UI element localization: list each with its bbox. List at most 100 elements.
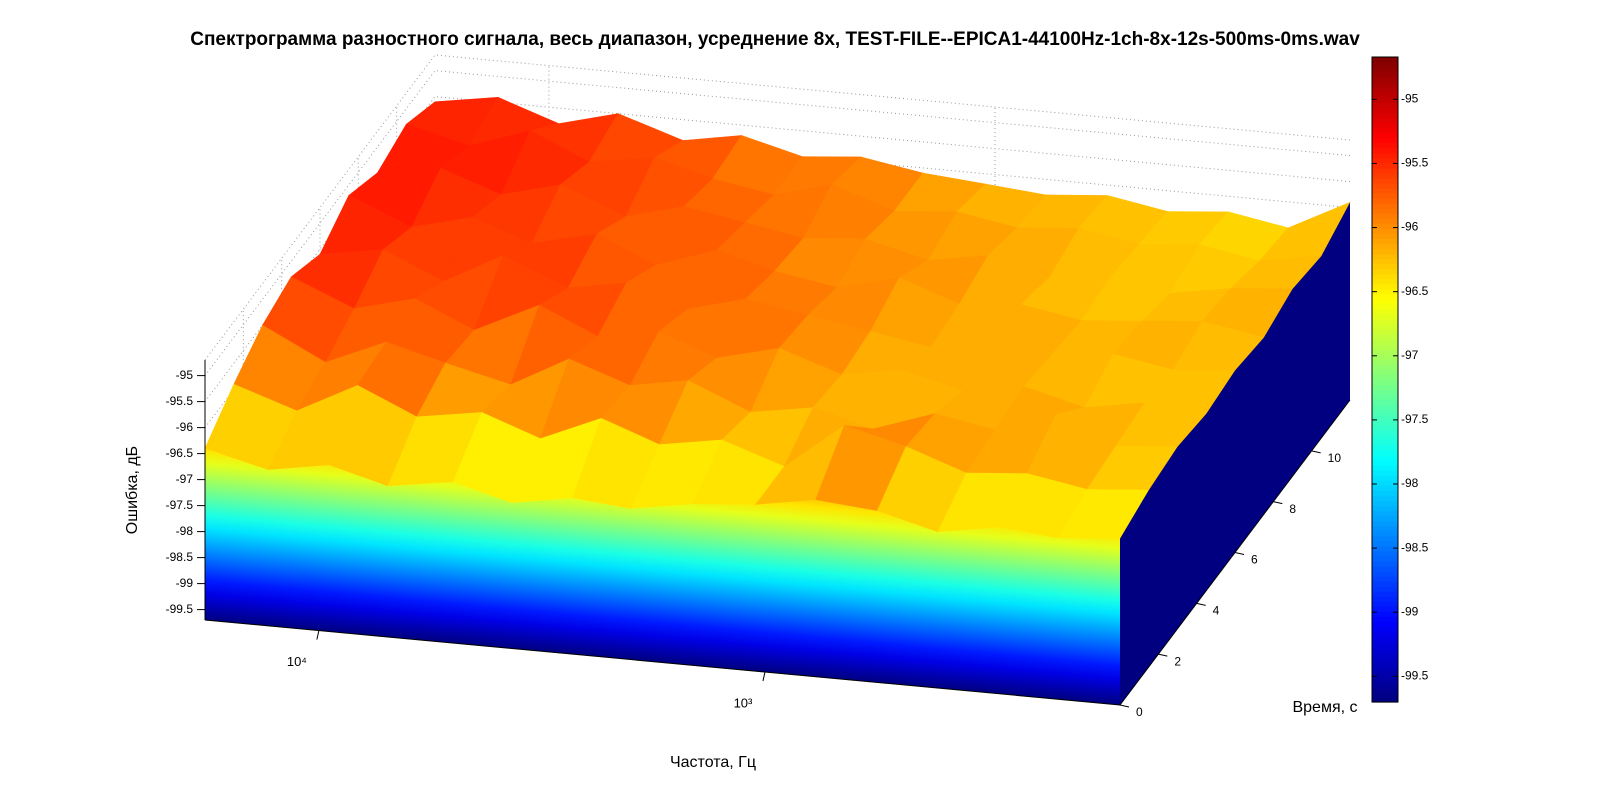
colorbar-cell bbox=[1372, 157, 1398, 164]
z-tick-label: -95 bbox=[176, 368, 194, 382]
colorbar-cell bbox=[1372, 152, 1398, 159]
colorbar-cell bbox=[1372, 324, 1398, 330]
colorbar-cell bbox=[1372, 288, 1398, 295]
y-tick-label: 10 bbox=[1328, 451, 1342, 465]
colorbar-cell bbox=[1372, 591, 1398, 597]
y-axis-label: Время, с bbox=[1292, 699, 1357, 716]
colorbar-cell bbox=[1372, 384, 1398, 391]
y-tick-label: 8 bbox=[1289, 502, 1296, 516]
z-tick-label: -96 bbox=[176, 420, 194, 434]
colorbar-cell bbox=[1372, 359, 1398, 365]
colorbar-cell bbox=[1372, 545, 1398, 552]
colorbar-cell bbox=[1372, 394, 1398, 401]
colorbar-cell bbox=[1372, 349, 1398, 355]
colorbar-cell bbox=[1372, 213, 1398, 219]
colorbar-cell bbox=[1372, 686, 1398, 693]
colorbar-cell bbox=[1372, 127, 1398, 134]
colorbar-tick-label: -97 bbox=[1401, 348, 1419, 362]
colorbar-cell bbox=[1372, 67, 1398, 73]
colorbar-cell bbox=[1372, 97, 1398, 103]
colorbar-cell bbox=[1372, 510, 1398, 517]
colorbar-cell bbox=[1372, 198, 1398, 204]
y-tick-label: 2 bbox=[1174, 654, 1181, 668]
colorbar-cell bbox=[1372, 172, 1398, 179]
colorbar-cell bbox=[1372, 495, 1398, 502]
colorbar-cell bbox=[1372, 334, 1398, 340]
colorbar-cell bbox=[1372, 374, 1398, 381]
colorbar-cell bbox=[1372, 429, 1398, 436]
y-tick bbox=[1311, 450, 1321, 454]
colorbar-cell bbox=[1372, 102, 1398, 108]
colorbar-cell bbox=[1372, 218, 1398, 224]
colorbar-cell bbox=[1372, 515, 1398, 522]
colorbar-cell bbox=[1372, 354, 1398, 360]
colorbar-tick-label: -99 bbox=[1401, 604, 1419, 618]
colorbar-cell bbox=[1372, 616, 1398, 622]
colorbar-cell bbox=[1372, 666, 1398, 673]
colorbar-cell bbox=[1372, 424, 1398, 431]
colorbar-cell bbox=[1372, 87, 1398, 93]
z-tick-label: -95.5 bbox=[166, 394, 194, 408]
colorbar-cell bbox=[1372, 535, 1398, 542]
colorbar-cell bbox=[1372, 601, 1398, 607]
y-tick-label: 0 bbox=[1136, 705, 1143, 719]
colorbar-cell bbox=[1372, 208, 1398, 214]
colorbar-cell bbox=[1372, 283, 1398, 290]
colorbar-cell bbox=[1372, 253, 1398, 260]
colorbar-cell bbox=[1372, 611, 1398, 617]
colorbar-cell bbox=[1372, 651, 1398, 658]
colorbar-cell bbox=[1372, 475, 1398, 481]
colorbar-cell bbox=[1372, 278, 1398, 285]
colorbar-cell bbox=[1372, 555, 1398, 562]
colorbar-cell bbox=[1372, 455, 1398, 461]
y-tick bbox=[1119, 704, 1130, 708]
colorbar-cell bbox=[1372, 177, 1398, 184]
colorbar-tick-label: -98.5 bbox=[1401, 540, 1429, 554]
colorbar-cell bbox=[1372, 671, 1398, 678]
colorbar-cell bbox=[1372, 273, 1398, 280]
colorbar-cell bbox=[1372, 167, 1398, 174]
colorbar-cell bbox=[1372, 82, 1398, 88]
colorbar-cell bbox=[1372, 676, 1398, 683]
colorbar-cell bbox=[1372, 112, 1398, 119]
colorbar-cell bbox=[1372, 626, 1398, 633]
colorbar-cell bbox=[1372, 313, 1398, 320]
colorbar-cell bbox=[1372, 228, 1398, 234]
colorbar-cell bbox=[1372, 263, 1398, 270]
colorbar-cell bbox=[1372, 565, 1398, 572]
colorbar-cell bbox=[1372, 414, 1398, 421]
z-tick-label: -98.5 bbox=[166, 550, 194, 564]
colorbar-cell bbox=[1372, 364, 1398, 371]
colorbar-cell bbox=[1372, 107, 1398, 114]
colorbar-cell bbox=[1372, 339, 1398, 345]
colorbar-cell bbox=[1372, 142, 1398, 149]
colorbar-tick-label: -98 bbox=[1401, 476, 1419, 490]
colorbar-tick-label: -96.5 bbox=[1401, 284, 1429, 298]
y-tick-label: 6 bbox=[1251, 553, 1258, 567]
colorbar-tick-label: -96 bbox=[1401, 220, 1419, 234]
colorbar-cell bbox=[1372, 72, 1398, 78]
colorbar-cell bbox=[1372, 490, 1398, 496]
colorbar-cell bbox=[1372, 500, 1398, 507]
colorbar-cell bbox=[1372, 344, 1398, 350]
colorbar-cell bbox=[1372, 596, 1398, 602]
colorbar-cell bbox=[1372, 480, 1398, 486]
colorbar-cell bbox=[1372, 379, 1398, 386]
colorbar-cell bbox=[1372, 303, 1398, 310]
colorbar-cell bbox=[1372, 520, 1398, 527]
y-tick bbox=[1196, 602, 1206, 606]
colorbar-cell bbox=[1372, 681, 1398, 688]
side-wall bbox=[1120, 202, 1350, 705]
colorbar-cell bbox=[1372, 193, 1398, 199]
colorbar-cell bbox=[1372, 293, 1398, 300]
colorbar-cell bbox=[1372, 485, 1398, 491]
colorbar-cell bbox=[1372, 450, 1398, 456]
colorbar-cell bbox=[1372, 162, 1398, 169]
colorbar-cell bbox=[1372, 268, 1398, 275]
colorbar-cell bbox=[1372, 576, 1398, 582]
colorbar-cell bbox=[1372, 182, 1398, 189]
colorbar-cell bbox=[1372, 586, 1398, 592]
colorbar-cell bbox=[1372, 419, 1398, 426]
colorbar-cell bbox=[1372, 550, 1398, 557]
colorbar-cell bbox=[1372, 656, 1398, 663]
